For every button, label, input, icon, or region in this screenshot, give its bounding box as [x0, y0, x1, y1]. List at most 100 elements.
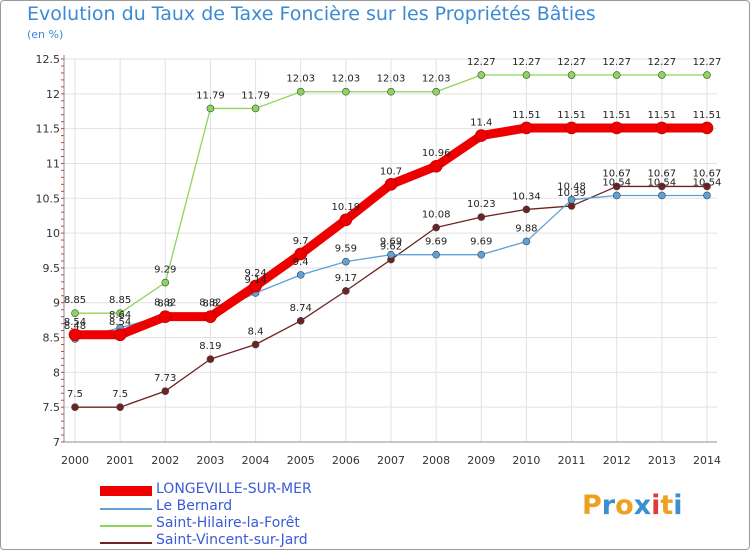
- data-point: [116, 309, 124, 317]
- data-label: 12.27: [512, 57, 541, 68]
- data-label: 8.54: [64, 317, 86, 328]
- x-tick-label: 2012: [603, 454, 631, 467]
- data-point: [113, 328, 127, 342]
- data-label: 10.96: [422, 148, 451, 159]
- data-label: 12.03: [422, 74, 451, 85]
- logo-letter: x: [633, 490, 652, 521]
- data-label: 11.51: [648, 110, 677, 121]
- data-label: 12.27: [467, 57, 496, 68]
- data-point: [703, 182, 711, 191]
- data-point: [387, 250, 395, 259]
- y-tick-label: 9.5: [43, 262, 61, 275]
- data-point: [703, 71, 711, 79]
- data-point: [520, 121, 533, 135]
- data-label: 8.4: [248, 327, 264, 338]
- proxiti-logo: Proxiti: [582, 490, 683, 521]
- data-point: [296, 271, 305, 279]
- data-label: 12.03: [377, 74, 406, 85]
- legend-label-saint-hilaire: Saint-Hilaire-la-Forêt: [156, 515, 300, 531]
- data-label: 8.54: [109, 317, 131, 328]
- y-tick-label: 10: [46, 227, 60, 240]
- data-point: [68, 328, 82, 342]
- data-label: 7.5: [112, 389, 128, 400]
- data-point: [296, 87, 305, 96]
- data-label: 11.51: [602, 110, 631, 121]
- data-label: 10.08: [422, 210, 451, 221]
- data-label: 9.14: [244, 275, 266, 286]
- line-chart: 7 7.5 8 8.5 9 9.5 10 10.5 11 11.5 12 12.5 2000 2001 20…: [36, 53, 722, 467]
- data-label: 9.29: [154, 265, 176, 276]
- data-label: 9.88: [515, 223, 537, 234]
- data-point: [432, 250, 440, 259]
- logo-letter: r: [601, 490, 616, 521]
- data-label: 11.79: [196, 90, 225, 101]
- data-point: [700, 121, 714, 135]
- data-point: [296, 317, 305, 325]
- x-tick-label: 2001: [106, 454, 134, 467]
- data-label: 9.62: [380, 242, 402, 253]
- data-point: [522, 71, 531, 79]
- data-label: 9.17: [335, 273, 357, 284]
- data-label: 8.8: [157, 299, 173, 310]
- data-point: [251, 104, 260, 113]
- data-label: 10.67: [602, 168, 631, 179]
- data-label: 9.24: [244, 268, 266, 279]
- data-label: 12.27: [557, 57, 586, 68]
- data-point: [612, 71, 621, 79]
- data-label: 12.03: [332, 74, 361, 85]
- data-point: [387, 87, 395, 96]
- data-point: [522, 237, 531, 246]
- y-tick-label: 8: [53, 366, 60, 379]
- logo-letter: i: [651, 490, 661, 521]
- data-label: 9.59: [335, 244, 357, 255]
- data-label: 11.51: [512, 110, 541, 121]
- data-label: 9.69: [470, 237, 492, 248]
- y-unit-label: (en %): [27, 28, 64, 41]
- data-point: [565, 121, 578, 135]
- y-tick-label: 11.5: [36, 123, 61, 136]
- data-point: [567, 202, 576, 210]
- data-label: 11.79: [241, 90, 270, 101]
- data-label: 8.64: [109, 310, 131, 321]
- data-point: [158, 310, 172, 323]
- data-point: [567, 195, 576, 204]
- y-tick-label: 7.5: [43, 401, 61, 414]
- data-point: [249, 279, 262, 293]
- data-label: 12.27: [648, 57, 677, 68]
- legend-swatch-longeville: [100, 486, 152, 496]
- data-point: [342, 287, 350, 295]
- x-tick-label: 2010: [512, 454, 540, 467]
- y-tick-label: 12.5: [36, 53, 61, 66]
- chart-title: Evolution du Taux de Taxe Foncière sur l…: [27, 3, 596, 25]
- data-label: 12.27: [602, 57, 631, 68]
- data-point: [342, 257, 350, 266]
- legend-label-le-bernard: Le Bernard: [156, 498, 233, 514]
- data-label: 9.4: [293, 257, 309, 268]
- data-label: 12.03: [286, 74, 315, 85]
- logo-letter: i: [673, 490, 683, 521]
- data-point: [610, 121, 624, 135]
- legend-swatch-saint-hilaire: [100, 525, 152, 527]
- data-label: 11.51: [693, 110, 722, 121]
- y-tick-label: 7: [53, 436, 60, 449]
- y-tick-label: 10.5: [36, 192, 61, 205]
- data-point: [477, 71, 486, 79]
- data-label: 8.82: [154, 297, 176, 308]
- data-point: [342, 87, 350, 96]
- data-point: [161, 278, 170, 287]
- data-point: [204, 310, 217, 323]
- data-label: 9.7: [293, 236, 309, 247]
- y-tick-label: 12: [46, 88, 60, 101]
- legend-label-saint-vincent: Saint-Vincent-sur-Jard: [156, 532, 308, 548]
- x-tick-label: 2013: [648, 454, 676, 467]
- data-point: [477, 250, 486, 259]
- data-label: 11.4: [470, 118, 492, 129]
- data-label: 8.85: [109, 295, 131, 306]
- data-label: 8.19: [199, 341, 221, 352]
- x-tick-label: 2008: [422, 454, 450, 467]
- data-label: 10.54: [648, 177, 677, 188]
- data-label: 10.48: [557, 182, 586, 193]
- data-point: [658, 71, 666, 79]
- data-point: [567, 71, 576, 79]
- data-label: 8.85: [64, 295, 86, 306]
